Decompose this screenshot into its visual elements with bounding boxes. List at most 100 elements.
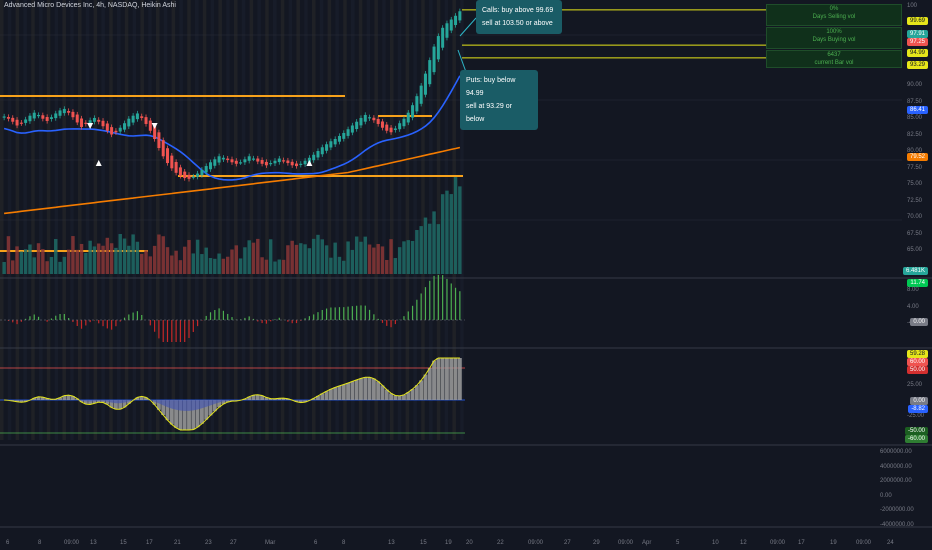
volume-bar [247, 240, 251, 274]
time-axis-label: Apr [642, 540, 652, 546]
tag-97-91: 97.91 [906, 30, 928, 38]
time-axis-label: 21 [174, 540, 181, 546]
volume-bar [428, 223, 432, 274]
volume-bar [445, 190, 449, 274]
volume-bar [333, 242, 337, 274]
volume-bar [286, 245, 290, 274]
calls-pointer [459, 17, 477, 37]
volume-bar [230, 249, 234, 274]
osc2-bar [397, 395, 402, 400]
candle-body [325, 144, 329, 151]
osc2-blue-area [0, 400, 462, 411]
candle-body [15, 119, 19, 126]
candle-body [458, 11, 462, 21]
volume-bar [19, 251, 24, 274]
candle-body [445, 23, 449, 38]
candle-body [337, 135, 341, 142]
price-axis-label: 72.50 [907, 197, 923, 204]
puts-pointer [457, 49, 467, 73]
tag-97-25: 97.25 [906, 38, 928, 46]
volume-bar [273, 261, 277, 274]
osc2-bar [161, 400, 166, 416]
candle-body [226, 158, 230, 161]
osc2-bar [187, 400, 191, 430]
time-axis-label: Mar [265, 540, 276, 546]
time-axis-label: 27 [564, 540, 571, 546]
time-axis-label: 6 [314, 540, 318, 546]
osc2-bar [251, 395, 256, 400]
candle-body [11, 117, 15, 122]
volume-bar [28, 244, 32, 274]
candle-body [24, 119, 28, 123]
volume-bar [36, 243, 41, 274]
osc2-bar [423, 374, 428, 400]
osc2-bar [285, 398, 290, 400]
osc2-bar [92, 400, 97, 404]
osc2-bar [393, 395, 398, 400]
osc2-bar [58, 397, 62, 400]
volume-bar [397, 247, 402, 274]
osc2-bar [333, 387, 338, 400]
candle-body [84, 122, 88, 124]
osc2-bar [419, 380, 424, 400]
osc2-bar [152, 400, 157, 405]
volume-bar [225, 256, 230, 274]
candle-body [247, 156, 251, 161]
tag-volume: 6.481K [902, 267, 928, 275]
volume-bar [290, 240, 294, 274]
candle-body [2, 116, 6, 118]
volume-bar [415, 230, 419, 274]
price-axis-label: 70.00 [907, 214, 923, 220]
osc2-bar [440, 358, 445, 400]
volume-bar [32, 257, 36, 274]
volume-bar [260, 257, 264, 274]
osc2-bar [260, 395, 265, 400]
osc2-bar [225, 400, 230, 403]
volume-bar [127, 245, 131, 274]
time-axis-label: 09:00 [64, 540, 80, 546]
volume-axis-label: 4000000.00 [880, 463, 912, 470]
volume-bar [178, 260, 183, 274]
volume-bar [23, 249, 28, 274]
osc2-bar [436, 358, 441, 400]
candle-body [174, 161, 178, 173]
volume-bar [118, 234, 122, 274]
candle-body [101, 120, 105, 127]
time-axis-label: 27 [230, 540, 237, 546]
volume-bar [195, 239, 200, 274]
candle-body [441, 27, 445, 48]
osc2-bar [389, 393, 393, 400]
osc2-bar [376, 381, 381, 400]
osc2-bar [242, 398, 247, 400]
candle-body [372, 117, 376, 121]
candle-body [415, 96, 419, 112]
candle-body [88, 120, 92, 124]
time-axis-label: 5 [676, 540, 680, 546]
candle-body [140, 116, 144, 118]
volume-bar [307, 248, 312, 274]
osc2-bar [135, 397, 140, 400]
calls-buy-text: Calls: buy above 99.69 [482, 7, 554, 14]
osc2-bar [264, 397, 269, 400]
candle-body [406, 112, 410, 123]
volume-bar [148, 256, 153, 274]
time-axis-label: 17 [798, 540, 805, 546]
osc2-bar [75, 398, 80, 400]
candle-body [105, 123, 109, 131]
candle-body [118, 127, 122, 132]
candle-body [178, 167, 182, 176]
price-axis-label: 85.00 [907, 115, 923, 121]
volume-bar [372, 247, 376, 274]
volume-bar [389, 239, 393, 274]
volume-bar [380, 246, 385, 274]
candle-body [449, 19, 453, 31]
osc2-bar [156, 400, 161, 410]
buying-label: Days Buying vol [812, 37, 856, 43]
tag-99-69: 99.69 [906, 17, 928, 25]
volume-bar [217, 253, 221, 274]
time-axis-label: 19 [830, 540, 837, 546]
volume-bar [406, 240, 410, 274]
osc2-bar [328, 389, 333, 400]
selling-pct: 0% [829, 6, 839, 12]
osc2-bar [311, 398, 316, 400]
